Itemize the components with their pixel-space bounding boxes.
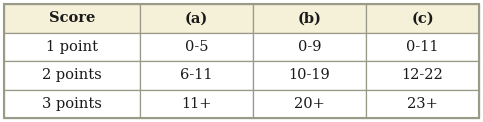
Text: 12-22: 12-22 bbox=[401, 68, 443, 82]
Bar bbox=[253, 61, 366, 90]
Bar bbox=[366, 32, 479, 61]
Text: 0-5: 0-5 bbox=[185, 40, 208, 54]
Text: (b): (b) bbox=[298, 11, 321, 25]
Text: 2 points: 2 points bbox=[42, 68, 102, 82]
Bar bbox=[366, 61, 479, 90]
Text: 0-11: 0-11 bbox=[406, 40, 439, 54]
Bar bbox=[366, 90, 479, 118]
Text: 3 points: 3 points bbox=[42, 97, 102, 111]
Text: 6-11: 6-11 bbox=[180, 68, 213, 82]
Bar bbox=[366, 4, 479, 32]
Bar bbox=[4, 61, 140, 90]
Bar bbox=[140, 61, 253, 90]
Bar bbox=[253, 4, 366, 32]
Bar bbox=[4, 90, 140, 118]
Bar bbox=[140, 4, 253, 32]
Text: 0-9: 0-9 bbox=[298, 40, 321, 54]
Text: 1 point: 1 point bbox=[46, 40, 98, 54]
Bar bbox=[253, 90, 366, 118]
Bar bbox=[4, 32, 140, 61]
Bar bbox=[140, 32, 253, 61]
Bar bbox=[140, 90, 253, 118]
Text: (c): (c) bbox=[411, 11, 434, 25]
Bar bbox=[4, 4, 140, 32]
Text: 10-19: 10-19 bbox=[288, 68, 330, 82]
Text: 23+: 23+ bbox=[407, 97, 438, 111]
Text: (a): (a) bbox=[185, 11, 208, 25]
Text: 11+: 11+ bbox=[181, 97, 212, 111]
Bar bbox=[253, 32, 366, 61]
Text: Score: Score bbox=[49, 11, 95, 25]
Text: 20+: 20+ bbox=[294, 97, 325, 111]
